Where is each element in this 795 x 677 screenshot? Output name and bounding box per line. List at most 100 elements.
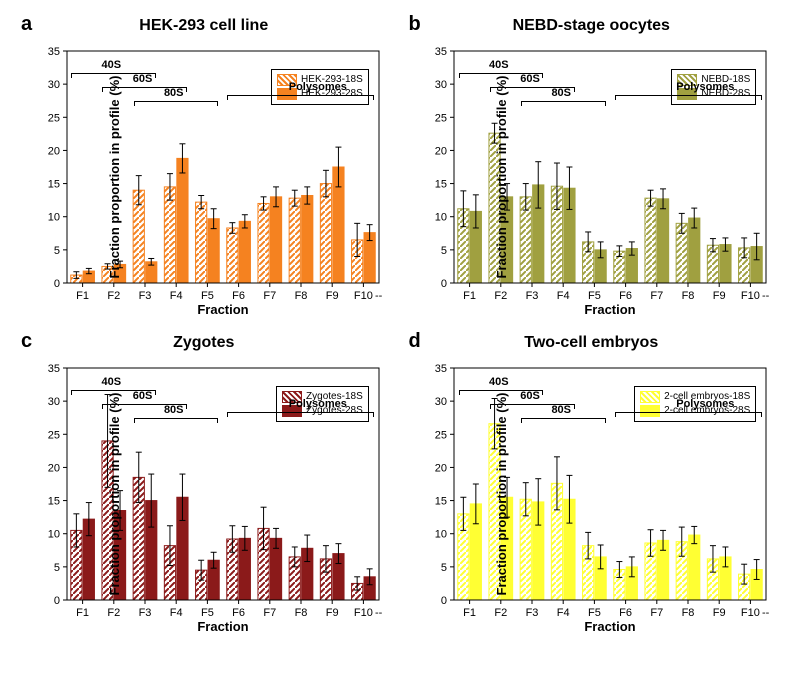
svg-text:30: 30	[435, 396, 447, 408]
svg-text:F1: F1	[76, 607, 89, 619]
svg-text:F3: F3	[526, 607, 539, 619]
annotation-label: 40S	[489, 59, 509, 71]
annotation-label: 60S	[520, 73, 540, 85]
svg-text:0: 0	[441, 278, 447, 290]
panel-letter-b: b	[409, 13, 421, 36]
svg-text:15: 15	[48, 496, 60, 508]
panel-c: c Zygotes 05101520253035F1F2F3F4F5F6F7F8…	[15, 332, 393, 634]
annotation-bar	[227, 95, 374, 96]
svg-text:25: 25	[435, 112, 447, 124]
annotation-label: 60S	[133, 390, 153, 402]
svg-text:F4: F4	[170, 290, 183, 302]
svg-text:F9: F9	[326, 607, 339, 619]
svg-text:0: 0	[441, 595, 447, 607]
svg-text:F2: F2	[107, 290, 120, 302]
svg-text:F5: F5	[588, 607, 601, 619]
svg-text:20: 20	[48, 462, 60, 474]
svg-text:15: 15	[435, 496, 447, 508]
annotation-bar	[615, 95, 762, 96]
svg-text:10: 10	[435, 212, 447, 224]
annotation-label: 40S	[489, 376, 509, 388]
svg-text:Fraction: Fraction	[197, 302, 248, 317]
svg-text:F6: F6	[619, 607, 632, 619]
svg-text:F3: F3	[526, 290, 539, 302]
svg-text:F2: F2	[107, 607, 120, 619]
svg-text:5: 5	[54, 245, 60, 257]
svg-text:20: 20	[48, 145, 60, 157]
annotation-label: 40S	[102, 376, 122, 388]
annotation-bar	[521, 101, 606, 102]
chart-a: 05101520253035F1F2F3F4F5F6F7F8F9F10--Fra…	[19, 37, 389, 317]
annotation-label: 80S	[551, 87, 571, 99]
chart-title-b: NEBD-stage oocytes	[403, 17, 781, 35]
svg-text:35: 35	[435, 46, 447, 58]
svg-text:15: 15	[435, 179, 447, 191]
svg-text:F7: F7	[263, 607, 276, 619]
y-axis-label: Fraction proportion in profile (%)	[107, 76, 122, 279]
chart-title-c: Zygotes	[15, 334, 393, 352]
svg-text:F4: F4	[557, 607, 570, 619]
svg-text:F6: F6	[619, 290, 632, 302]
annotation-label: 60S	[133, 73, 153, 85]
svg-text:F7: F7	[263, 290, 276, 302]
svg-text:25: 25	[48, 112, 60, 124]
svg-text:35: 35	[435, 363, 447, 375]
svg-text:F8: F8	[294, 290, 307, 302]
annotation-bar	[134, 101, 219, 102]
svg-text:5: 5	[441, 245, 447, 257]
svg-text:25: 25	[435, 429, 447, 441]
annotation-label: 80S	[551, 404, 571, 416]
annotation-label: 80S	[164, 87, 184, 99]
svg-text:--: --	[762, 290, 770, 302]
svg-text:15: 15	[48, 179, 60, 191]
svg-text:25: 25	[48, 429, 60, 441]
annotation-bar	[227, 412, 374, 413]
svg-text:F3: F3	[138, 607, 151, 619]
svg-text:0: 0	[54, 278, 60, 290]
y-axis-label: Fraction proportion in profile (%)	[107, 393, 122, 596]
svg-text:F9: F9	[713, 290, 726, 302]
svg-text:F6: F6	[232, 290, 245, 302]
svg-text:F2: F2	[495, 607, 508, 619]
svg-text:F7: F7	[651, 607, 664, 619]
svg-text:F5: F5	[201, 290, 214, 302]
svg-text:5: 5	[441, 562, 447, 574]
annotation-label: Polysomes	[289, 398, 347, 410]
chart-title-a: HEK-293 cell line	[15, 17, 393, 35]
svg-text:5: 5	[54, 562, 60, 574]
svg-text:30: 30	[48, 79, 60, 91]
panel-d: d Two-cell embryos 05101520253035F1F2F3F…	[403, 332, 781, 634]
panel-letter-d: d	[409, 330, 421, 353]
y-axis-label: Fraction proportion in profile (%)	[494, 393, 509, 596]
svg-text:F2: F2	[495, 290, 508, 302]
svg-text:30: 30	[435, 79, 447, 91]
y-axis-label: Fraction proportion in profile (%)	[494, 76, 509, 279]
svg-text:0: 0	[54, 595, 60, 607]
svg-text:F5: F5	[201, 607, 214, 619]
annotation-label: 80S	[164, 404, 184, 416]
svg-text:F10: F10	[354, 290, 373, 302]
svg-text:35: 35	[48, 46, 60, 58]
panel-letter-a: a	[21, 13, 32, 36]
svg-text:F1: F1	[463, 607, 476, 619]
svg-text:F1: F1	[76, 290, 89, 302]
chart-b: 05101520253035F1F2F3F4F5F6F7F8F9F10--Fra…	[406, 37, 776, 317]
annotation-bar	[615, 412, 762, 413]
svg-text:F8: F8	[682, 607, 695, 619]
svg-text:10: 10	[435, 529, 447, 541]
annotation-label: Polysomes	[289, 81, 347, 93]
annotation-label: 40S	[102, 59, 122, 71]
svg-text:F3: F3	[138, 290, 151, 302]
chart-title-d: Two-cell embryos	[403, 334, 781, 352]
panel-b: b NEBD-stage oocytes 05101520253035F1F2F…	[403, 15, 781, 317]
svg-text:Fraction: Fraction	[585, 302, 636, 317]
svg-text:F8: F8	[294, 607, 307, 619]
panel-a: a HEK-293 cell line 05101520253035F1F2F3…	[15, 15, 393, 317]
svg-text:20: 20	[435, 145, 447, 157]
svg-text:F5: F5	[588, 290, 601, 302]
chart-d: 05101520253035F1F2F3F4F5F6F7F8F9F10--Fra…	[406, 354, 776, 634]
svg-text:F4: F4	[170, 607, 183, 619]
svg-text:F10: F10	[354, 607, 373, 619]
svg-text:--: --	[762, 607, 770, 619]
svg-text:F6: F6	[232, 607, 245, 619]
